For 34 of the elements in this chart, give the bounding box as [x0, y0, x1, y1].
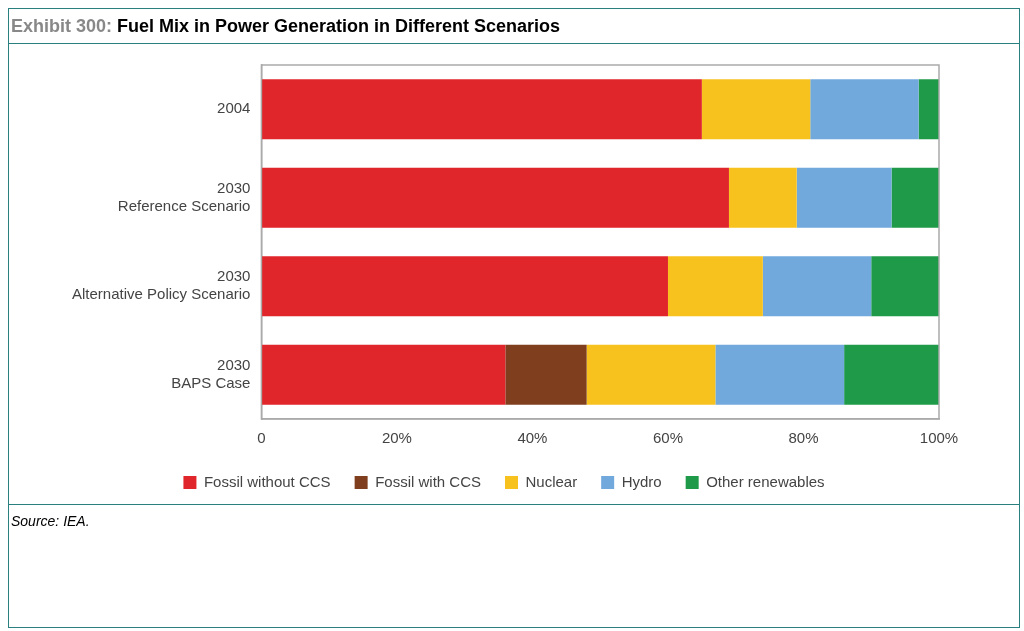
- y-tick-label: 2030 Alternative Policy Scenario: [72, 267, 251, 303]
- x-tick-label: 20%: [381, 429, 412, 447]
- bar: [871, 256, 939, 317]
- legend-label: Nuclear: [525, 472, 578, 490]
- legend-label: Other renewables: [706, 472, 825, 490]
- x-tick-label: 80%: [788, 429, 819, 447]
- legend-label: Fossil without CCS: [203, 472, 331, 490]
- bar: [796, 167, 892, 228]
- bar: [728, 167, 797, 228]
- bar: [667, 256, 763, 317]
- bar: [762, 256, 872, 317]
- source-note: Source: IEA.: [11, 513, 91, 529]
- x-tick-label: 60%: [652, 429, 683, 447]
- y-tick-label: 2004: [217, 99, 251, 117]
- x-tick-label: 40%: [517, 429, 548, 447]
- bar: [701, 79, 811, 140]
- legend-label: Hydro: [621, 472, 662, 490]
- y-tick-label: 2030 Reference Scenario: [117, 178, 251, 214]
- chart-title: Exhibit 300: Fuel Mix in Power Generation in Different Scenarios: [9, 9, 1019, 44]
- bar: [261, 256, 668, 317]
- bar: [891, 167, 939, 228]
- bar: [505, 344, 587, 405]
- bar: [918, 79, 939, 140]
- bar: [261, 79, 702, 140]
- legend-label: Fossil with CCS: [375, 472, 481, 490]
- bar: [586, 344, 716, 405]
- y-tick-label: 2030 BAPS Case: [171, 355, 251, 391]
- bar: [715, 344, 845, 405]
- bar: [844, 344, 939, 405]
- x-tick-label: 100%: [919, 429, 959, 447]
- bar: [810, 79, 919, 140]
- bar: [261, 167, 729, 228]
- x-tick-label: 0: [257, 429, 266, 447]
- bar: [261, 344, 506, 405]
